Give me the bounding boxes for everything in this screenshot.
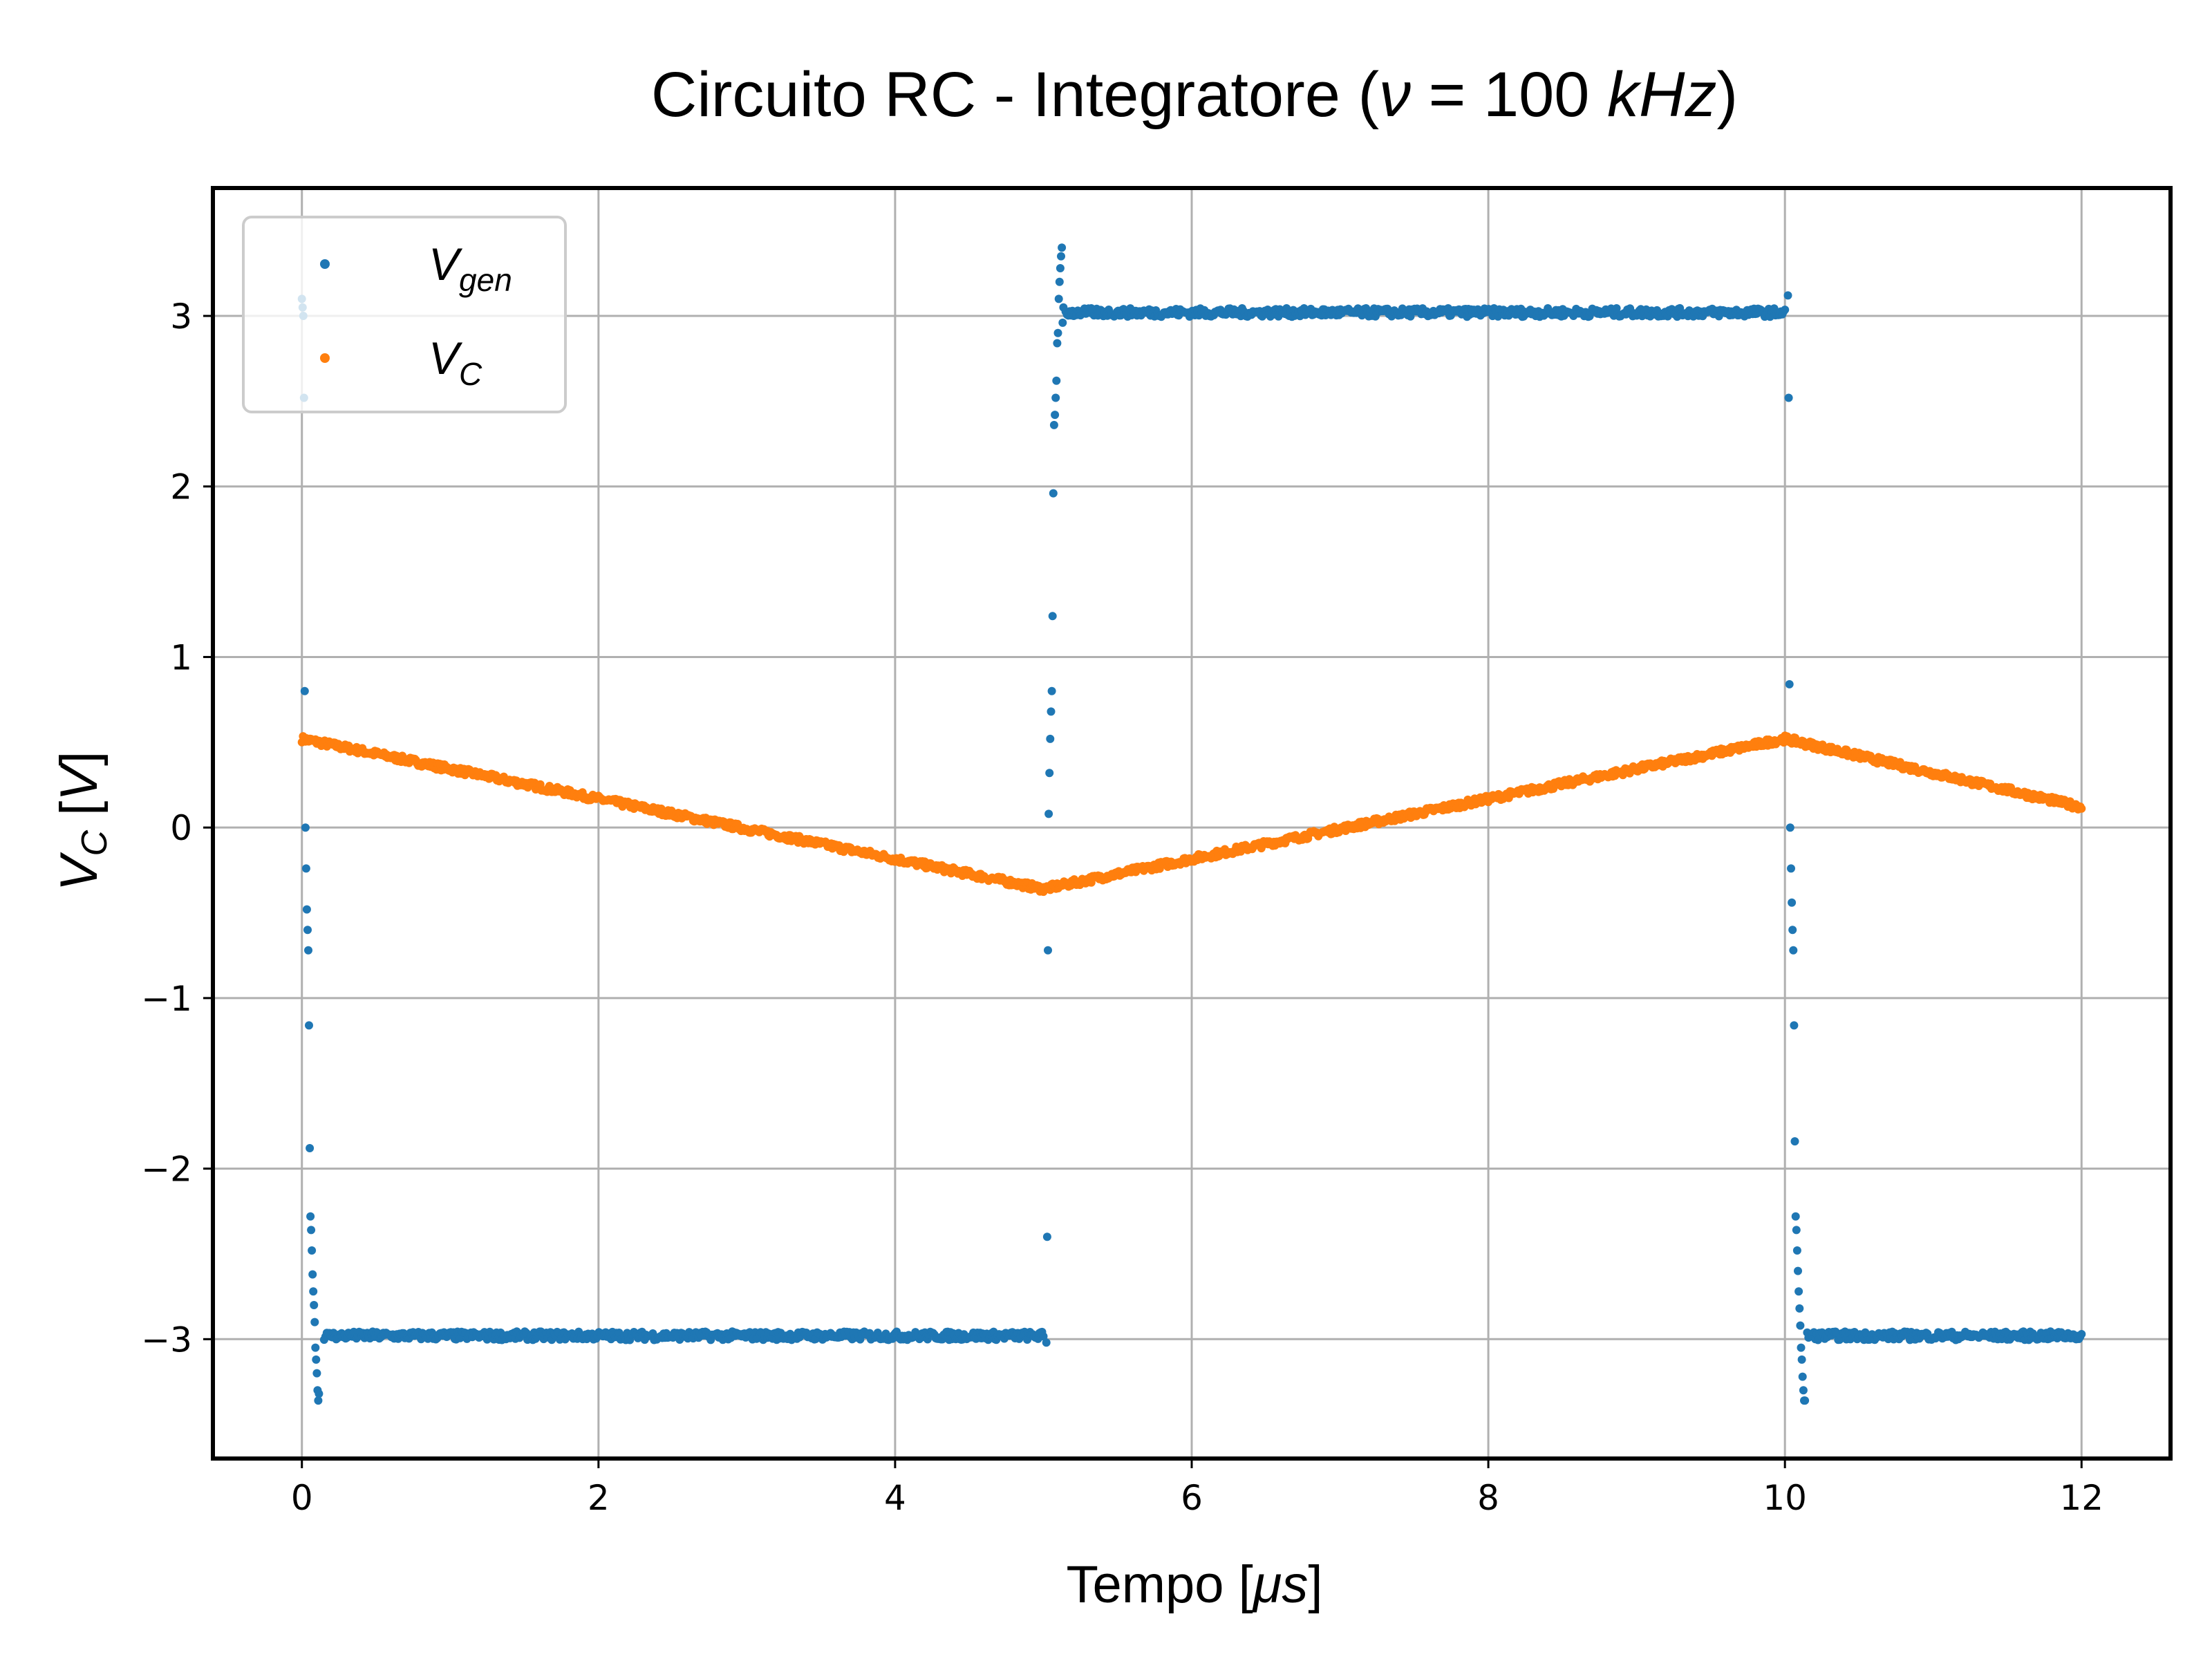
vgen-point xyxy=(1039,1332,1048,1341)
y-tick-label: −1 xyxy=(141,979,192,1019)
vgen-point xyxy=(1045,769,1054,778)
x-tick-label: 8 xyxy=(1477,1478,1499,1518)
vgen-point xyxy=(1058,318,1067,327)
vgen-point xyxy=(312,1369,321,1378)
vgen-point xyxy=(1053,339,1062,348)
vgen-point xyxy=(1051,411,1060,420)
vgen-point xyxy=(1051,393,1060,402)
vgen-point xyxy=(302,905,311,914)
vgen-point xyxy=(310,1301,319,1309)
vgen-point xyxy=(1787,864,1795,873)
vgen-point xyxy=(1785,679,1794,688)
vgen-point xyxy=(301,823,310,832)
vgen-point xyxy=(1797,1355,1806,1364)
x-tick-label: 2 xyxy=(588,1478,610,1518)
x-tick-label: 10 xyxy=(1763,1478,1807,1518)
vgen-point xyxy=(1783,291,1792,300)
vgen-point xyxy=(1794,1287,1803,1296)
vgen-point xyxy=(312,1355,321,1364)
vgen-point xyxy=(1799,1386,1808,1395)
vgen-point xyxy=(310,1318,319,1327)
vgen-point xyxy=(1801,1396,1810,1405)
vgen-point xyxy=(1792,1226,1801,1235)
vgen-point xyxy=(1789,946,1798,955)
vc-point xyxy=(2077,804,2086,813)
y-tick-label: −3 xyxy=(141,1320,192,1360)
vgen-point xyxy=(1795,1304,1804,1313)
vgen-point xyxy=(1059,303,1068,312)
chart-title: Circuito RC - Integratore (ν = 100 kHz) xyxy=(651,59,1738,130)
vgen-point xyxy=(1790,1021,1799,1030)
vgen-point xyxy=(314,1396,323,1405)
y-tick-label: 3 xyxy=(170,297,192,337)
vgen-point xyxy=(1047,707,1056,716)
y-tick-label: 1 xyxy=(170,637,192,677)
vgen-point xyxy=(1790,1137,1799,1146)
vgen-point xyxy=(1057,252,1065,261)
vgen-point xyxy=(1058,243,1067,252)
legend-marker-vc xyxy=(320,353,330,363)
vgen-point xyxy=(2077,1330,2086,1338)
y-axis-label: VC [V] xyxy=(50,751,115,891)
vgen-point xyxy=(1047,686,1056,695)
vgen-point xyxy=(1044,946,1052,955)
x-tick-label: 12 xyxy=(2059,1478,2103,1518)
legend-label-vgen: Vgen xyxy=(429,238,512,298)
legend-frame xyxy=(242,216,567,413)
vgen-point xyxy=(308,1246,317,1255)
vgen-point xyxy=(1791,1212,1800,1221)
vgen-point xyxy=(311,1343,320,1352)
vgen-point xyxy=(1796,1321,1805,1330)
vgen-point xyxy=(1055,277,1064,286)
legend: Vgen VC xyxy=(242,216,567,413)
vgen-point xyxy=(1788,898,1797,907)
vgen-point xyxy=(306,1144,315,1152)
vgen-point xyxy=(300,686,309,695)
vgen-point xyxy=(1406,312,1415,321)
vgen-point xyxy=(304,946,312,955)
vgen-point xyxy=(1788,926,1797,935)
x-tick-label: 6 xyxy=(1181,1478,1203,1518)
vgen-point xyxy=(301,864,310,873)
legend-label-vc: VC xyxy=(429,332,482,392)
vgen-point xyxy=(1798,1372,1807,1381)
vgen-point xyxy=(308,1270,317,1279)
vgen-point xyxy=(1042,1232,1051,1241)
x-tick-label: 0 xyxy=(291,1478,313,1518)
legend-marker-vgen xyxy=(320,259,330,269)
y-tick-label: −2 xyxy=(141,1150,192,1190)
vgen-point xyxy=(303,926,312,935)
vgen-point xyxy=(305,1021,313,1030)
vgen-point xyxy=(1052,376,1061,385)
vgen-point xyxy=(1048,612,1057,621)
vgen-point xyxy=(1785,823,1794,832)
vgen-point xyxy=(1044,809,1053,818)
x-axis-label: Tempo [μs] xyxy=(1066,1555,1322,1614)
y-tick-label: 0 xyxy=(170,808,192,848)
vgen-point xyxy=(1784,393,1793,402)
vgen-point xyxy=(309,1287,318,1296)
y-tick-label: 2 xyxy=(170,467,192,507)
vgen-point xyxy=(1046,734,1055,743)
vgen-point xyxy=(1792,1246,1801,1255)
vgen-point xyxy=(1781,306,1790,315)
vgen-point xyxy=(1042,1338,1051,1347)
vgen-point xyxy=(1056,264,1065,272)
vgen-point xyxy=(1794,1266,1802,1275)
vgen-point xyxy=(1049,420,1058,429)
vgen-point xyxy=(306,1212,315,1221)
vgen-point xyxy=(1054,294,1063,303)
x-tick-label: 4 xyxy=(884,1478,906,1518)
vgen-point xyxy=(1049,489,1058,498)
vgen-point xyxy=(307,1226,316,1235)
vgen-point xyxy=(315,1389,324,1398)
vgen-point xyxy=(1053,328,1062,337)
vgen-point xyxy=(1797,1343,1806,1352)
